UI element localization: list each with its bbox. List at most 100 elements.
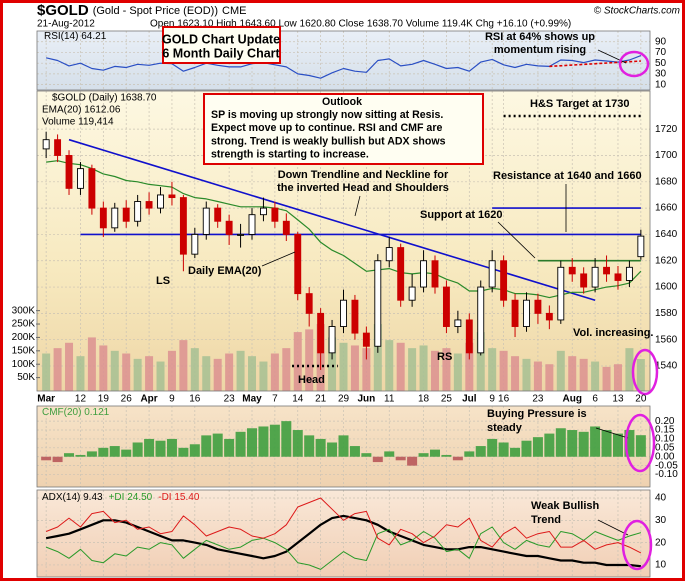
bar — [178, 447, 189, 457]
x-tick-label: Jul — [462, 394, 477, 405]
legend-entry: EMA(20) 1612.06 — [42, 105, 121, 116]
candle-body — [454, 319, 462, 327]
chart-heading: $GOLD (Gold - Spot Price (EOD)) CME — [37, 2, 246, 19]
candle-body — [397, 247, 405, 301]
candle-body — [591, 266, 599, 288]
volume-bar — [133, 358, 142, 391]
pointer — [261, 251, 296, 267]
bar — [361, 453, 372, 457]
volume-bar — [87, 337, 96, 391]
bar — [487, 438, 498, 457]
bar — [75, 454, 86, 457]
volume-bar — [225, 353, 234, 391]
bar — [269, 424, 280, 457]
volume-bar — [625, 348, 634, 391]
bar — [578, 431, 589, 457]
bar — [144, 438, 155, 457]
volume-bar — [270, 353, 279, 391]
candle-body — [385, 247, 393, 262]
volume-bar — [213, 358, 222, 391]
bar — [635, 435, 646, 457]
y-tick-label: 40 — [655, 493, 667, 504]
candle-body — [374, 260, 382, 347]
y-tick-label: 0.15 — [655, 425, 675, 436]
candle-body — [157, 194, 164, 209]
volume-bar — [556, 350, 565, 391]
volume-bar — [362, 348, 371, 391]
volume-bar — [53, 348, 62, 391]
annotation: Buying Pressure is — [487, 408, 587, 420]
volume-bar — [373, 324, 382, 391]
volume-bar — [408, 348, 417, 391]
bar — [201, 435, 212, 457]
volume-bar — [579, 358, 588, 391]
bar — [624, 430, 635, 457]
candle-body — [625, 266, 633, 281]
volume-tick-label: 250K — [12, 319, 36, 330]
candle-body — [317, 312, 325, 354]
candle-body — [294, 233, 302, 295]
candle-body — [431, 260, 439, 288]
candle-body — [88, 168, 96, 209]
candle-body — [534, 299, 542, 314]
y-tick-label: 0.00 — [655, 451, 675, 462]
annotation: Support at 1620 — [420, 209, 503, 221]
annotation: Head — [298, 374, 325, 386]
annotation: Trend — [531, 514, 561, 526]
volume-bar — [305, 329, 314, 391]
y-tick-label: 1720 — [655, 124, 678, 135]
bar — [212, 433, 223, 457]
annotation: Weak Bullish — [531, 500, 600, 512]
candle-body — [225, 220, 233, 235]
volume-tick-label: 300K — [12, 305, 36, 316]
candle-body — [557, 266, 565, 321]
candle-body — [614, 273, 622, 281]
x-tick-label: Mar — [37, 394, 55, 405]
y-tick-label: 1700 — [655, 150, 678, 161]
annotation: Outlook — [322, 96, 362, 108]
bar — [384, 451, 395, 457]
bar — [315, 438, 326, 457]
volume-bar — [76, 356, 85, 391]
legend-entry: RSI(14) 64.21 — [44, 31, 107, 42]
bar — [292, 430, 303, 457]
bar — [86, 451, 97, 457]
y-tick-label: 70 — [655, 47, 667, 58]
x-tick-label: 25 — [441, 394, 453, 405]
candle-body — [168, 194, 176, 199]
bar — [612, 433, 623, 457]
bar — [372, 456, 383, 463]
y-tick-label: 10 — [655, 79, 667, 90]
bar — [224, 438, 235, 457]
highlight-circle — [621, 519, 653, 571]
volume-bar — [202, 356, 211, 391]
volume-bar — [248, 356, 257, 391]
y-tick-label: -0.05 — [655, 460, 678, 471]
bar — [189, 444, 200, 457]
annotation: RSI at 64% shows up — [485, 31, 595, 43]
annotation: SP is moving up strongly now sitting at … — [211, 109, 443, 121]
y-tick-label: 90 — [655, 36, 667, 47]
candle-body — [328, 326, 336, 354]
series-line — [45, 55, 642, 79]
y-tick-label: 1680 — [655, 176, 678, 187]
y-tick-label: 0.05 — [655, 442, 675, 453]
y-tick-label: 1600 — [655, 282, 678, 293]
price-frame — [36, 90, 651, 392]
legend: ADX(14) 9.43 +DI 24.50 -DI 15.40 — [42, 492, 200, 503]
annotation: steady — [487, 422, 523, 434]
series-line — [45, 526, 642, 570]
candle-body — [523, 299, 530, 327]
legend: RSI(14) 64.21 — [44, 31, 107, 42]
quote: Open 1623.10 High 1643.60 Low 1620.80 Cl… — [150, 19, 571, 30]
bar — [395, 456, 406, 461]
bar — [338, 435, 349, 457]
volume-bar — [110, 350, 119, 391]
volume-bar — [522, 358, 531, 391]
bar — [132, 442, 143, 457]
x-tick-label: 20 — [635, 394, 647, 405]
annotation: H&S Target at 1730 — [530, 98, 629, 110]
volume-bar — [602, 366, 611, 391]
